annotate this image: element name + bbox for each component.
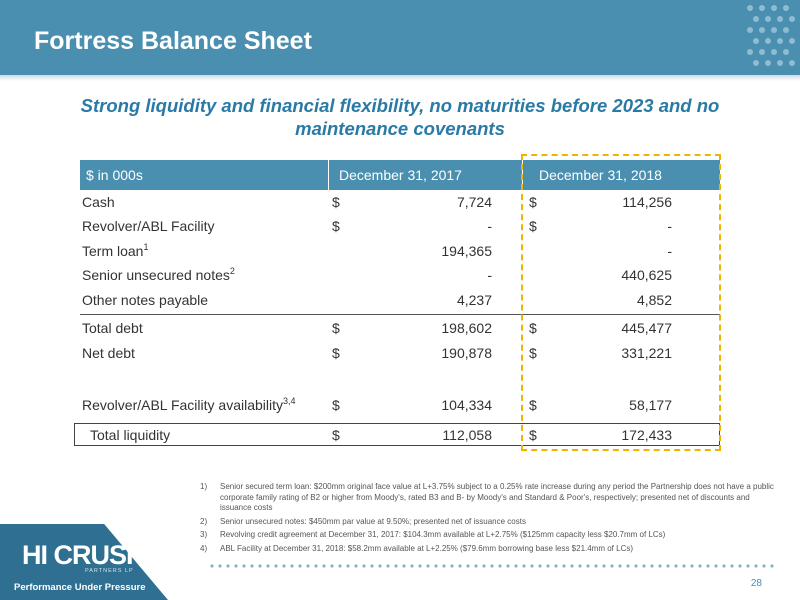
total-debt-divider (80, 314, 720, 315)
currency-2017: $ (332, 397, 340, 413)
value-2017: 198,602 (441, 320, 492, 336)
row-label: Total liquidity (90, 427, 171, 443)
value-2018: 440,625 (621, 267, 672, 283)
value-2017: 112,058 (442, 427, 492, 443)
company-logo: HI CRUSH (22, 540, 146, 570)
table-row: Revolver/ABL Facility availability3,4 $ … (80, 394, 720, 417)
row-label: Senior unsecured notes2 (82, 266, 235, 284)
value-2018: 58,177 (629, 397, 672, 413)
value-2017: 104,334 (441, 397, 492, 413)
row-label: Cash (82, 194, 115, 210)
currency-2017: $ (332, 194, 340, 210)
page-number: 28 (750, 578, 762, 589)
currency-2018: $ (529, 194, 537, 210)
value-2017: 190,878 (441, 345, 492, 361)
table-row: Senior unsecured notes2 - 440,625 (80, 264, 720, 287)
row-label: Other notes payable (82, 292, 209, 308)
decorative-dots-icon (747, 5, 795, 66)
table-header-row: $ in 000s December 31, 2017 December 31,… (80, 160, 720, 190)
row-label: Revolver/ABL Facility availability3,4 (82, 396, 296, 414)
row-label: Revolver/ABL Facility (82, 218, 215, 234)
value-2018: - (667, 243, 672, 259)
header-bar: Fortress Balance Sheet (0, 0, 800, 81)
footnote: 2) Senior unsecured notes: $450mm par val… (200, 516, 526, 526)
table-row: Revolver/ABL Facility $ - $ - (80, 215, 720, 238)
currency-2017: $ (332, 218, 340, 234)
table-row: Cash $ 7,724 $ 114,256 (80, 191, 720, 214)
value-2017: 7,724 (456, 194, 492, 210)
footnote: 3) Revolving credit agreement at December… (200, 530, 666, 539)
highlight-2018-column (521, 154, 721, 451)
value-2018: - (667, 218, 672, 234)
value-2018: 172,433 (621, 427, 672, 443)
page-title: Fortress Balance Sheet (34, 27, 312, 55)
table-row: Net debt $ 190,878 $ 331,221 (80, 342, 720, 365)
table-row: Term loan1 194,365 - (80, 240, 720, 263)
value-2018: 4,852 (636, 292, 672, 308)
footnotes: 1) Senior secured term loan: $200mm origi… (200, 482, 780, 557)
value-2017: 4,237 (456, 292, 492, 308)
column-header-units: $ in 000s (86, 167, 143, 183)
currency-2017: $ (332, 320, 340, 336)
currency-2018: $ (529, 427, 537, 443)
currency-2018: $ (529, 397, 537, 413)
company-tagline: Performance Under Pressure (14, 582, 146, 593)
footnote: 1) Senior secured term loan: $200mm origi… (200, 482, 774, 512)
table-row: Total liquidity $ 112,058 $ 172,433 (80, 424, 720, 447)
subtitle: Strong liquidity and financial flexibili… (80, 95, 720, 139)
row-label: Total debt (82, 320, 143, 336)
header-shadow (0, 75, 800, 81)
row-label: Net debt (82, 345, 135, 361)
currency-2018: $ (529, 218, 537, 234)
row-label: Term loan1 (82, 242, 149, 260)
footnote: 4) ABL Facility at December 31, 2018: $58… (200, 543, 634, 553)
value-2017: 194,365 (441, 243, 492, 259)
footer-dotted-line (208, 563, 778, 569)
value-2018: 331,221 (621, 345, 672, 361)
value-2017: - (487, 267, 492, 283)
currency-2017: $ (332, 345, 340, 361)
column-header-2017: December 31, 2017 (328, 160, 523, 190)
company-logo-subtitle: PARTNERS LP (85, 568, 134, 574)
currency-2018: $ (529, 320, 537, 336)
value-2017: - (487, 218, 492, 234)
table-row: Total debt $ 198,602 $ 445,477 (80, 317, 720, 340)
table-row: Other notes payable 4,237 4,852 (80, 289, 720, 312)
value-2018: 445,477 (621, 320, 672, 336)
currency-2017: $ (332, 427, 340, 443)
value-2018: 114,256 (622, 194, 672, 210)
currency-2018: $ (529, 345, 537, 361)
